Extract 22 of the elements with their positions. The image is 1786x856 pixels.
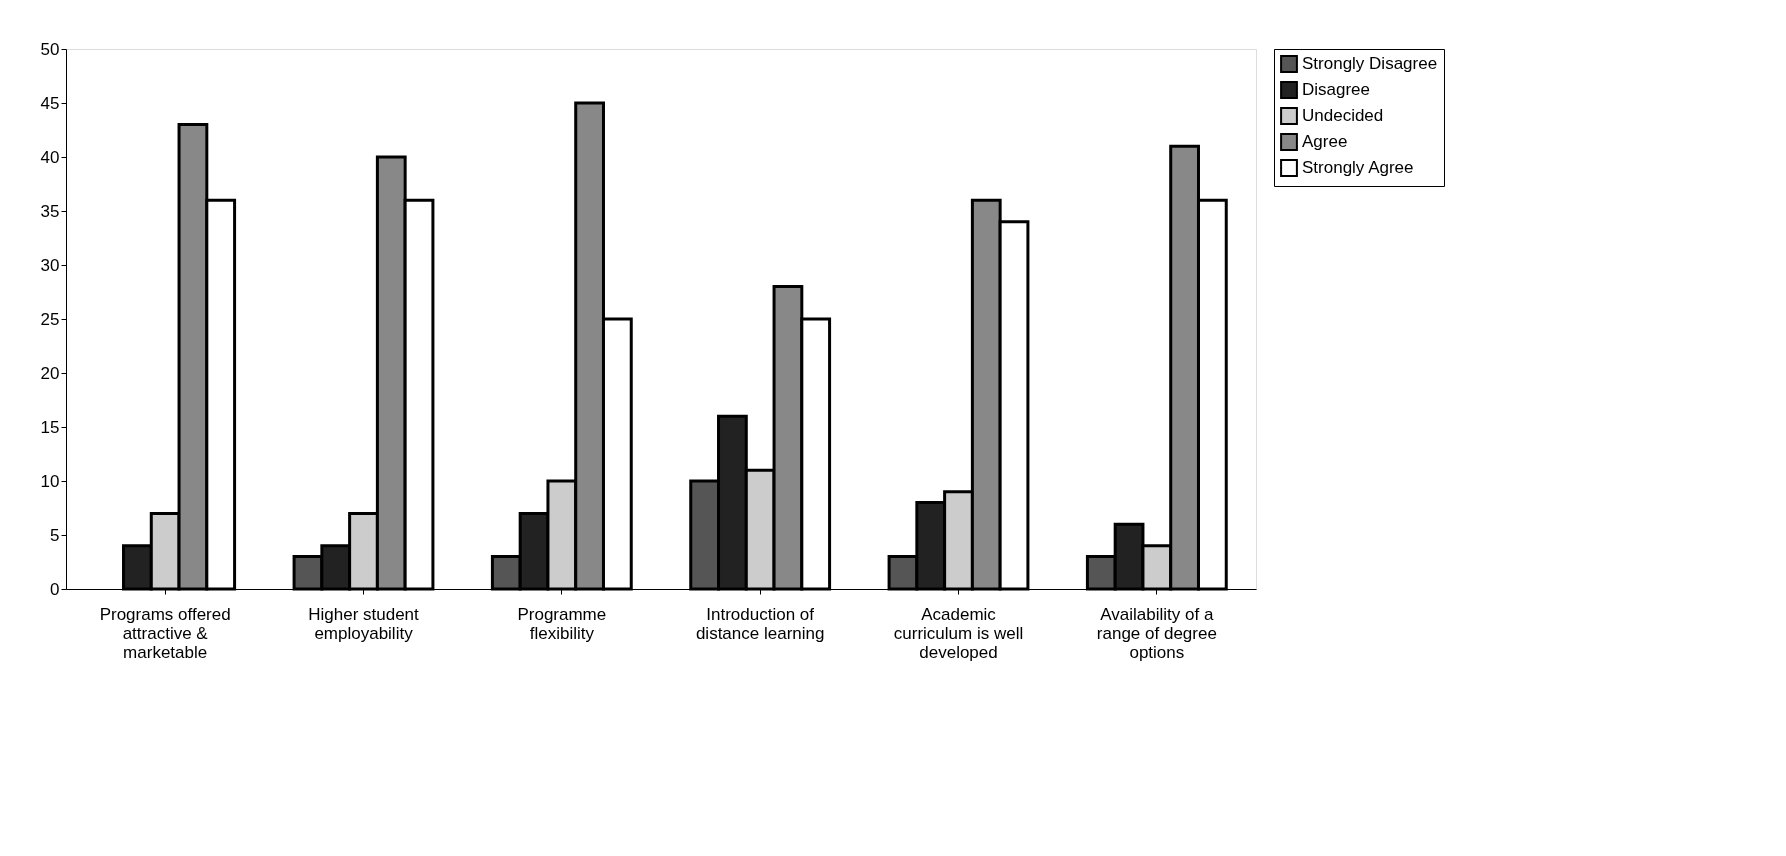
y-tick-label: 20 [40,363,60,383]
x-tick-label: Availability of a range of degree options [1096,604,1217,662]
y-tick-label: 45 [40,93,60,113]
y-tick-label: 5 [50,525,60,545]
x-tick-label: Academic curriculum is well developed [893,604,1024,662]
x-tick-label: Programs offered attractive & marketable [99,604,231,662]
y-tick-label: 50 [40,39,60,59]
y-tick-label: 25 [40,309,60,329]
y-tick-label: 15 [40,417,60,437]
legend-label: Agree [1302,132,1348,151]
x-tick-label: Higher student employability [308,604,420,643]
y-tick-label: 40 [40,147,60,167]
x-tick-label: Introduction of distance learning [695,604,825,643]
x-tick-label: Programme flexibility [517,604,607,643]
y-tick-label: 10 [40,471,60,491]
legend-label: Undecided [1302,106,1384,125]
legend-label: Strongly Disagree [1302,54,1438,73]
y-tick-label: 35 [40,201,60,221]
legend-label: Disagree [1302,80,1371,99]
y-tick-label: 30 [40,255,60,275]
y-tick-label: 0 [50,579,60,599]
legend-label: Strongly Agree [1302,158,1414,177]
